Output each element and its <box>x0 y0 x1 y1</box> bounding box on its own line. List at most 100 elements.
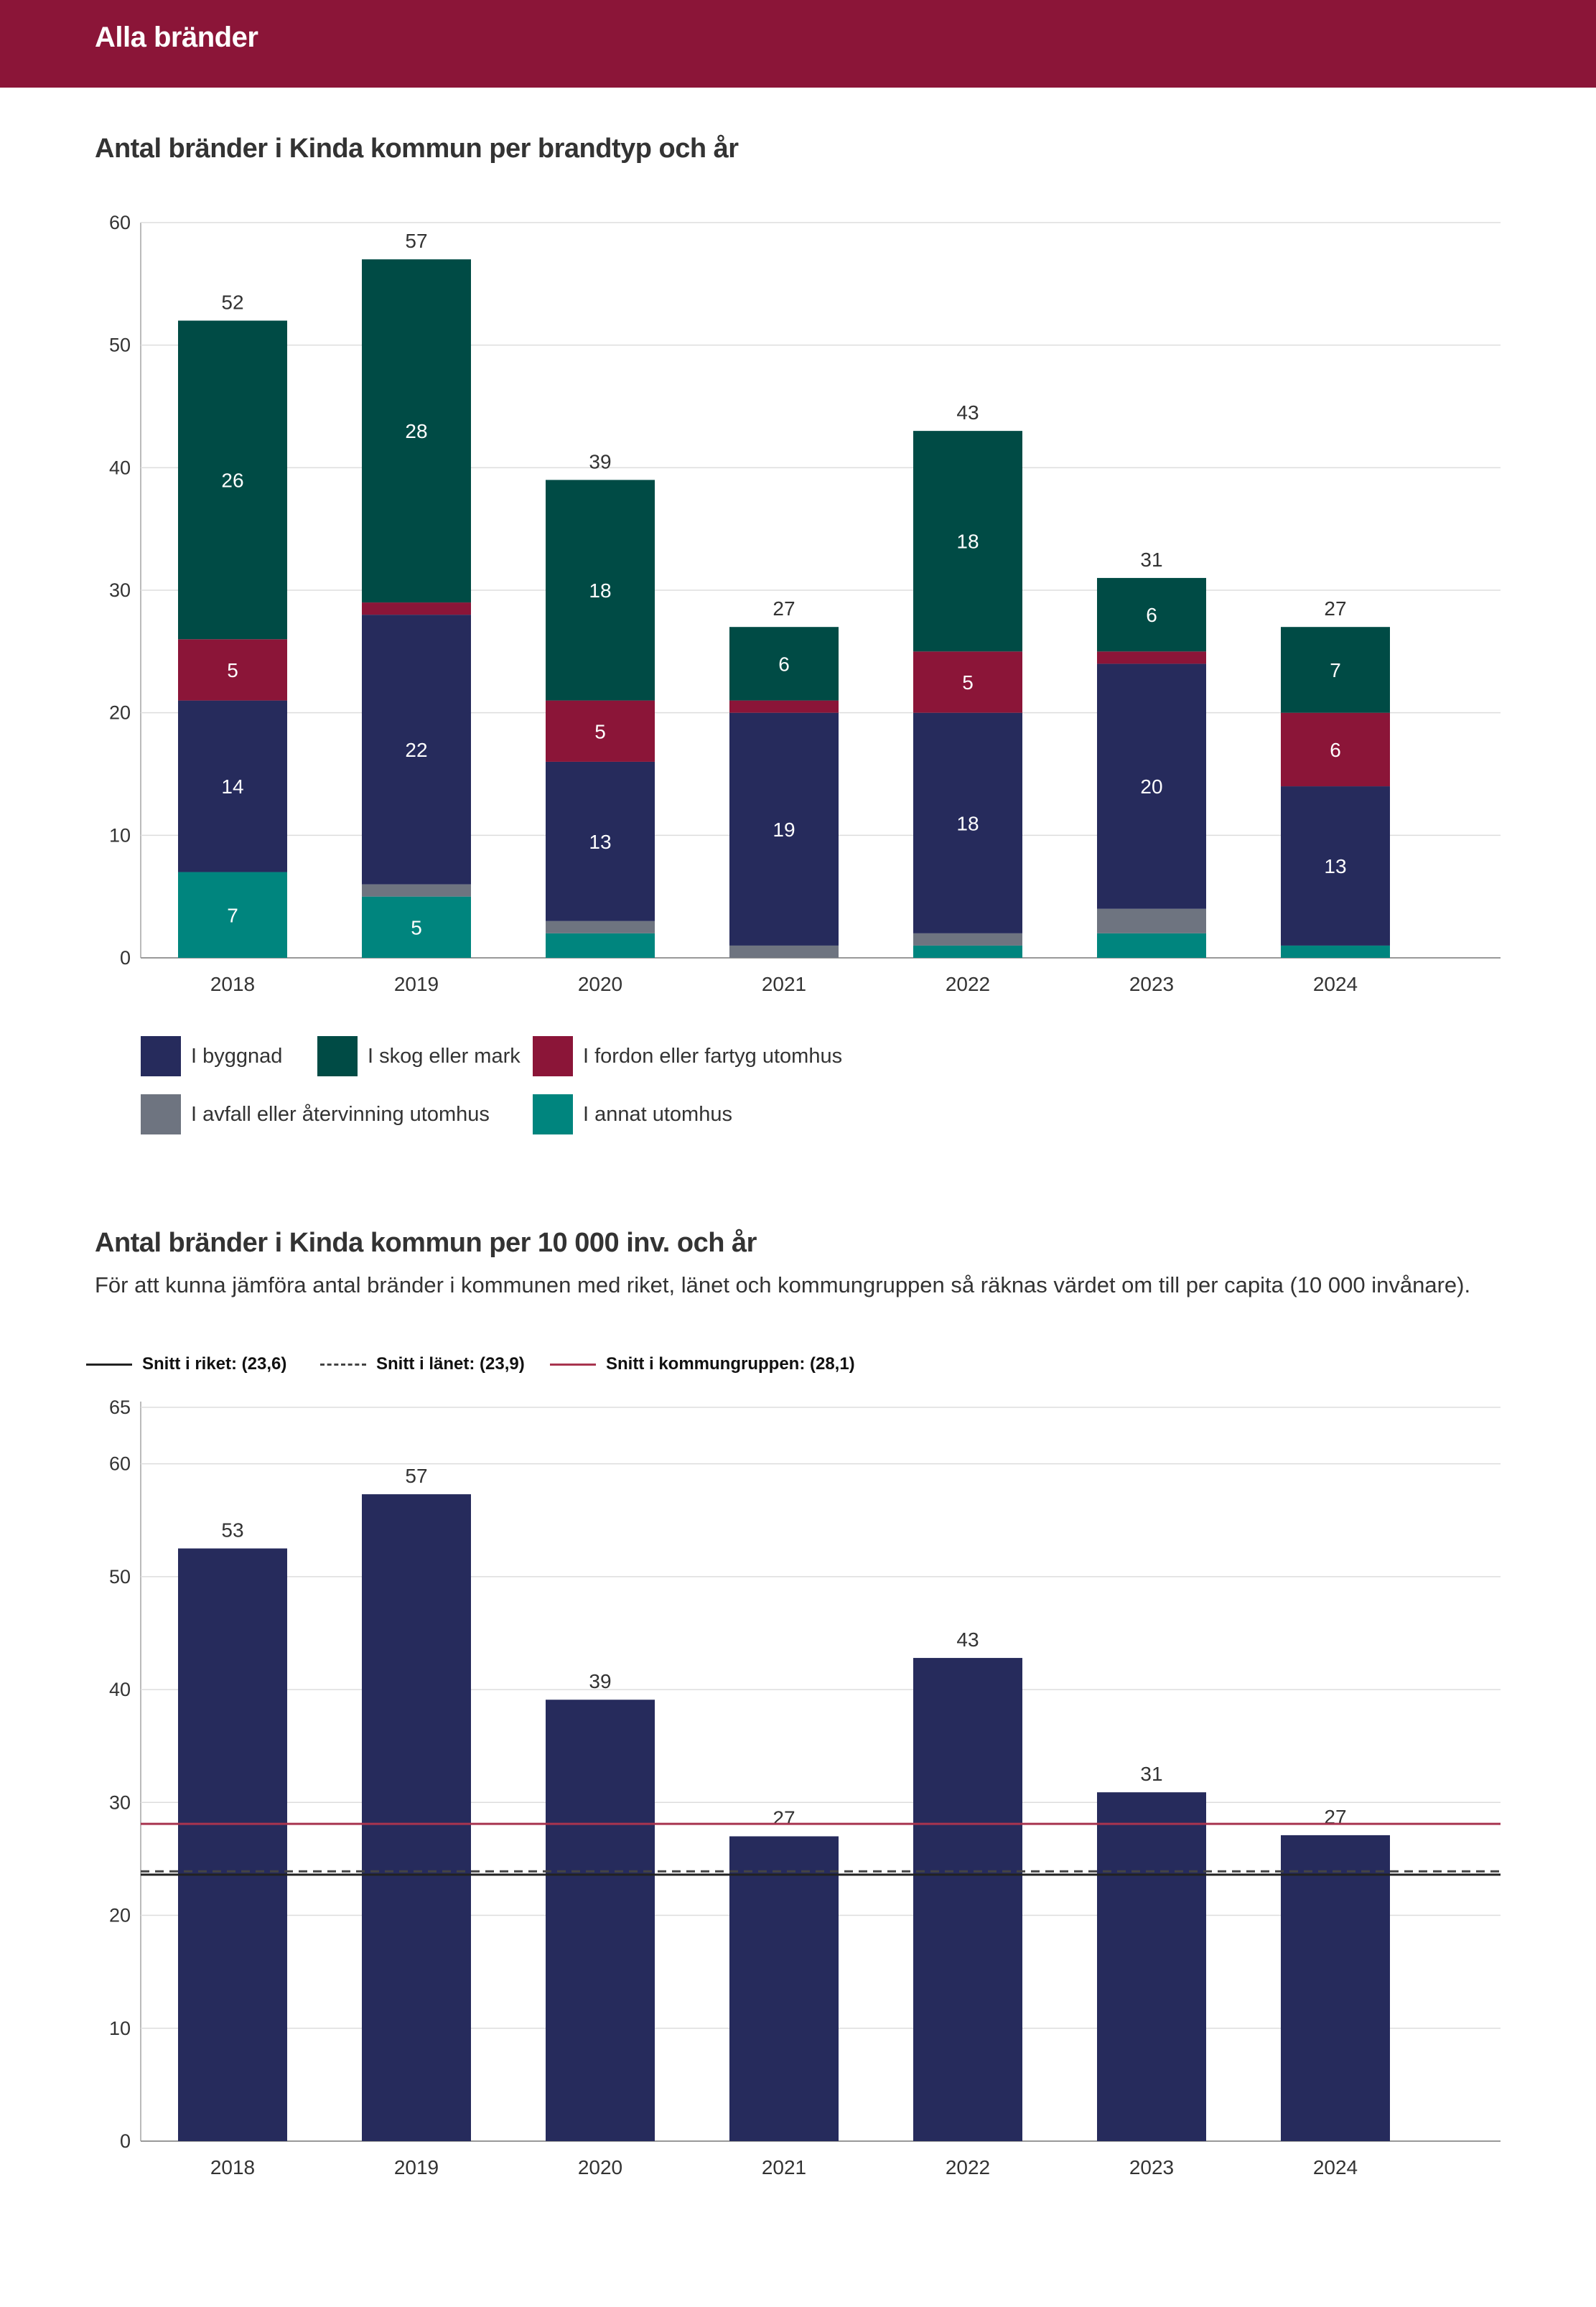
chart1-bar-segment-annat <box>913 945 1022 958</box>
chart1-segment-label: 6 <box>778 653 790 675</box>
chart1-bar-segment-byggnad <box>729 712 839 946</box>
legend-swatch-fordon <box>533 1036 573 1076</box>
chart1-segment-label: 20 <box>1140 775 1162 798</box>
chart1-bar-segment-avfall <box>362 884 471 897</box>
chart1-total-label: 31 <box>1140 549 1162 571</box>
chart1-y-tick-label: 30 <box>109 579 131 601</box>
legend-line-riket <box>86 1363 132 1366</box>
chart2-bar <box>1281 1835 1390 2141</box>
chart1-bar-segment-fordon <box>913 651 1022 713</box>
chart2-bar <box>546 1700 655 2141</box>
chart2-reference-legend: Snitt i riket: (23,6) Snitt i länet: (23… <box>86 1351 1091 1377</box>
chart1-segment-label: 26 <box>221 469 243 491</box>
chart2-value-label: 53 <box>221 1519 243 1542</box>
chart1-bar-segment-byggnad <box>178 700 287 872</box>
chart1-bar-segment-skog <box>546 480 655 701</box>
chart1-bar-segment-byggnad <box>913 712 1022 933</box>
chart1-x-tick-label: 2022 <box>946 973 990 995</box>
legend-label-skog: I skog eller mark <box>368 1044 521 1068</box>
chart1-bar-segment-annat <box>362 896 471 958</box>
chart1-x-tick-label: 2024 <box>1313 973 1358 995</box>
chart1-x-tick-label: 2020 <box>578 973 622 995</box>
legend-line-lanet <box>320 1363 366 1366</box>
chart1-bar-segment-fordon <box>1097 651 1206 664</box>
chart1-segment-label: 22 <box>405 739 427 761</box>
chart1-bar-segment-fordon <box>178 639 287 701</box>
chart2-x-tick-label: 2019 <box>394 2156 439 2178</box>
legend-item-skog: I skog eller mark <box>317 1036 521 1076</box>
chart2-bar <box>729 1836 839 2141</box>
chart1-bar-segment-annat <box>1097 933 1206 958</box>
chart1-bar-segment-avfall <box>913 933 1022 946</box>
chart1-segment-label: 5 <box>962 671 974 694</box>
chart1-bar-segment-annat <box>1281 945 1390 958</box>
chart1-bar-segment-skog <box>1281 627 1390 713</box>
chart1-segment-label: 7 <box>227 904 238 926</box>
chart1-total-label: 27 <box>1324 597 1346 620</box>
chart2-subtitle: För att kunna jämföra antal bränder i ko… <box>95 1272 1471 1297</box>
legend-label-byggnad: I byggnad <box>191 1044 283 1068</box>
chart1-bar-segment-avfall <box>1097 908 1206 933</box>
legend-label-annat: I annat utomhus <box>583 1102 732 1126</box>
chart2-y-tick-label: 60 <box>109 1453 131 1475</box>
legend-swatch-avfall <box>141 1094 181 1134</box>
legend-swatch-byggnad <box>141 1036 181 1076</box>
chart1-bar-segment-skog <box>729 627 839 701</box>
chart1-y-tick-label: 50 <box>109 335 131 356</box>
chart2-value-label: 39 <box>589 1670 611 1692</box>
chart1-x-tick-label: 2018 <box>210 973 255 995</box>
legend-line-kommungrupp <box>550 1363 596 1366</box>
chart1-segment-label: 7 <box>1330 659 1341 681</box>
chart1-segment-label: 28 <box>405 420 427 442</box>
legend-swatch-annat <box>533 1094 573 1134</box>
chart1-segment-label: 13 <box>589 831 611 853</box>
chart1-total-label: 57 <box>405 230 427 252</box>
chart1-bar-segment-byggnad <box>362 615 471 885</box>
chart1-bar-segment-avfall <box>546 921 655 933</box>
legend-label-kommungrupp: Snitt i kommungruppen: (28,1) <box>606 1354 855 1374</box>
chart2-x-tick-label: 2023 <box>1129 2156 1174 2178</box>
chart1-y-tick-label: 0 <box>120 947 131 969</box>
chart1-bar-segment-byggnad <box>546 761 655 921</box>
page-header-banner: Alla bränder <box>0 0 1596 88</box>
legend-item-riket: Snitt i riket: (23,6) <box>86 1351 286 1377</box>
chart2-y-tick-label: 50 <box>109 1566 131 1588</box>
chart2-y-tick-label: 10 <box>109 2018 131 2039</box>
chart1-y-tick-label: 20 <box>109 702 131 724</box>
chart1-total-label: 27 <box>773 597 795 620</box>
chart2-y-tick-label: 65 <box>109 1397 131 1418</box>
chart1-segment-label: 19 <box>773 819 795 841</box>
page-title: Alla bränder <box>95 22 258 53</box>
legend-swatch-skog <box>317 1036 358 1076</box>
chart1-segment-label: 13 <box>1324 855 1346 877</box>
chart1-segment-label: 14 <box>221 775 243 798</box>
chart1-bar-segment-fordon <box>1281 712 1390 787</box>
chart1-bar-segment-annat <box>178 872 287 958</box>
chart1-bar-segment-byggnad <box>1281 786 1390 946</box>
chart2-bar <box>1097 1792 1206 2141</box>
chart2-value-label: 57 <box>405 1465 427 1487</box>
legend-label-riket: Snitt i riket: (23,6) <box>142 1354 287 1374</box>
chart1-bar-segment-byggnad <box>1097 663 1206 909</box>
chart2-x-tick-label: 2024 <box>1313 2156 1358 2178</box>
chart1-x-tick-label: 2021 <box>762 973 806 995</box>
legend-label-lanet: Snitt i länet: (23,9) <box>376 1354 525 1374</box>
chart1-bar-segment-skog <box>178 320 287 640</box>
chart2-y-tick-label: 40 <box>109 1679 131 1700</box>
chart1-bar-segment-avfall <box>729 945 839 958</box>
legend-item-kommungrupp: Snitt i kommungruppen: (28,1) <box>550 1351 855 1377</box>
chart2-value-label: 27 <box>773 1807 795 1829</box>
legend-item-lanet: Snitt i länet: (23,9) <box>320 1351 525 1377</box>
chart2-x-tick-label: 2021 <box>762 2156 806 2178</box>
chart1-x-tick-label: 2023 <box>1129 973 1174 995</box>
chart1-segment-label: 18 <box>589 579 611 602</box>
chart1-segment-label: 6 <box>1330 739 1341 761</box>
chart1-bar-segment-fordon <box>546 700 655 762</box>
chart1-bar-segment-fordon <box>362 602 471 615</box>
chart2-x-tick-label: 2022 <box>946 2156 990 2178</box>
chart1-bar-segment-skog <box>362 259 471 603</box>
chart1-y-tick-label: 10 <box>109 824 131 846</box>
chart2-x-tick-label: 2018 <box>210 2156 255 2178</box>
chart1-total-label: 39 <box>589 450 611 472</box>
chart2-bar <box>178 1548 287 2141</box>
